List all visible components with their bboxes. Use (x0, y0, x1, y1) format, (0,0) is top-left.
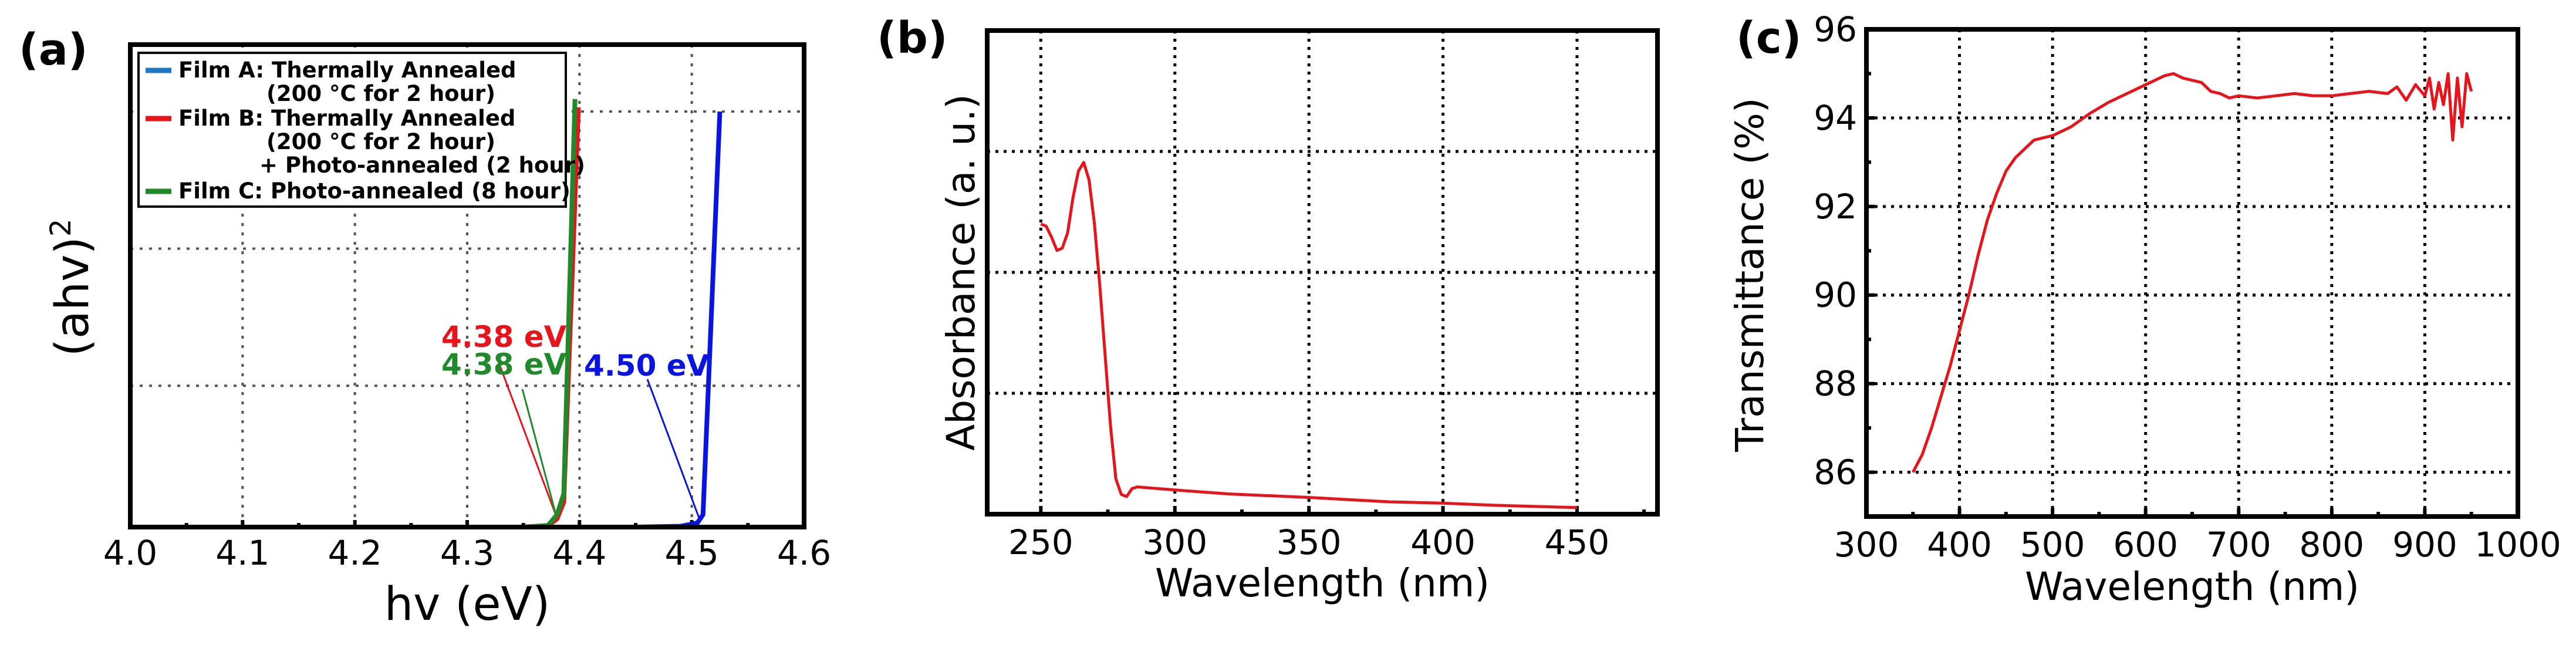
chart-b-x-axis-label: Wavelength (nm) (1155, 561, 1490, 606)
x-tick-label-300: 300 (1142, 522, 1207, 562)
chart-b: (b) 250 300 350 400 450 Wavelength (nm) Abso… (877, 13, 1660, 606)
x-tick-label-4.5: 4.5 (665, 533, 719, 573)
x-tick-label-300: 300 (1834, 525, 1899, 565)
chart-a-x-axis-label: hv (eV) (384, 578, 551, 631)
legend-film-b-line-3: + Photo-annealed (2 hour) (259, 153, 585, 178)
x-tick-label-600: 600 (2113, 525, 2178, 565)
legend-film-c-line-1: Film C: Photo-annealed (8 hour) (178, 178, 570, 204)
chart-b-plot-frame (985, 28, 1660, 517)
chart-c-x-axis-label: Wavelength (nm) (2025, 564, 2359, 609)
y-tick-label-86: 86 (1814, 453, 1857, 492)
x-tick-label-250: 250 (1008, 522, 1073, 562)
annotation-film-c: 4.38 eV (441, 347, 567, 382)
chart-b-gridlines (987, 29, 1657, 514)
y-tick-label-94: 94 (1814, 98, 1857, 138)
chart-a-x-tick-labels: 4.0 4.1 4.2 4.3 4.4 4.5 4.6 (103, 533, 831, 573)
series-line-absorbance (1040, 161, 1578, 509)
chart-c-x-tick-labels: 300 400 500 600 700 800 900 1000 (1834, 525, 2561, 565)
chart-b-x-tick-labels: 250 300 350 400 450 (1008, 522, 1609, 562)
panel-label-c: (c) (1736, 13, 1802, 63)
legend-film-a-line-2: (200 °C for 2 hour) (266, 81, 495, 106)
chart-a-legend: Film A: Thermally Annealed (200 °C for 2… (137, 52, 585, 208)
panel-label-b: (b) (877, 13, 948, 63)
chart-a-y-axis-label: (ahv)2 (45, 219, 99, 357)
x-tick-label-4.4: 4.4 (552, 533, 606, 573)
chart-a-y-axis-label-base: (ahv) (46, 237, 99, 356)
chart-c-y-axis-label: Transmittance (%) (1727, 97, 1773, 452)
panel-label-a: (a) (19, 25, 88, 75)
series-line-transmittance (1912, 72, 2473, 473)
x-tick-label-4.6: 4.6 (777, 533, 831, 573)
chart-c-ticks (1865, 28, 2520, 517)
legend-film-b-line-2: (200 °C for 2 hour) (266, 129, 495, 154)
chart-a-plot-frame (128, 42, 806, 529)
chart-c-y-tick-labels: 86 88 90 92 94 96 (1814, 9, 1857, 492)
x-tick-label-4.2: 4.2 (328, 533, 382, 573)
x-tick-label-4.0: 4.0 (103, 533, 157, 573)
x-tick-label-4.3: 4.3 (440, 533, 494, 573)
y-tick-label-90: 90 (1814, 275, 1857, 315)
x-tick-label-900: 900 (2392, 525, 2457, 565)
chart-c-series (1912, 72, 2473, 473)
annotation-arrow-film-c (521, 389, 558, 517)
x-tick-label-700: 700 (2206, 525, 2271, 565)
chart-a-annotations: 4.38 eV 4.38 eV 4.50 eV (441, 320, 710, 520)
chart-c-gridlines (1866, 29, 2518, 517)
annotation-arrow-film-b (497, 359, 558, 517)
x-tick-label-400: 400 (1410, 522, 1476, 562)
annotation-film-a: 4.50 eV (584, 349, 710, 383)
y-tick-label-88: 88 (1814, 364, 1857, 404)
chart-a: (a) 4.38 eV 4.38 eV 4.50 eV Film A: Ther… (19, 25, 831, 631)
x-tick-label-450: 450 (1545, 522, 1610, 562)
x-tick-label-350: 350 (1277, 522, 1342, 562)
chart-c-plot-frame (1864, 27, 2520, 519)
annotation-film-b: 4.38 eV (441, 320, 567, 354)
y-tick-label-92: 92 (1814, 187, 1857, 227)
y-tick-label-96: 96 (1814, 9, 1857, 49)
x-tick-label-400: 400 (1927, 525, 1992, 565)
chart-a-y-axis-label-superscript: 2 (45, 219, 77, 237)
chart-b-y-axis-label: Absorbance (a. u.) (938, 94, 984, 451)
chart-b-series (1040, 161, 1578, 509)
x-tick-label-1000: 1000 (2474, 525, 2561, 565)
annotation-arrow-film-a (646, 379, 701, 520)
legend-film-b-line-1: Film B: Thermally Annealed (178, 106, 515, 131)
x-tick-label-500: 500 (2020, 525, 2085, 565)
x-tick-label-800: 800 (2299, 525, 2364, 565)
legend-film-a-line-1: Film A: Thermally Annealed (178, 58, 516, 83)
chart-c: (c) 300 400 500 600 700 800 900 1000 86 88 90 92 94… (1727, 9, 2561, 609)
x-tick-label-4.1: 4.1 (215, 533, 269, 573)
